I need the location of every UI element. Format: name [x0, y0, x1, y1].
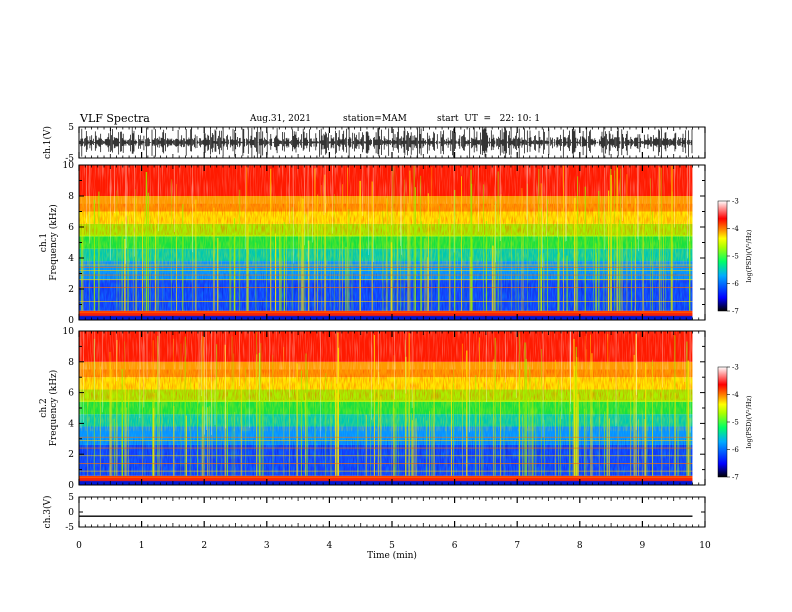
y-tick-label: 10 [63, 161, 75, 171]
y-tick-label: 0 [68, 316, 74, 326]
colorbar-label: log(PSD)(V²/Hz) [745, 395, 753, 448]
y-tick-label: 0 [68, 481, 74, 491]
noise-deep [79, 273, 693, 311]
ch1-waveform-trace [79, 127, 693, 158]
y-tick-label: 6 [68, 389, 74, 399]
x-tick-label: 2 [201, 541, 207, 551]
colorbar [717, 366, 728, 478]
y-tick-label: 0 [68, 508, 74, 518]
x-tick-label: 9 [640, 541, 646, 551]
y-tick-label: 8 [68, 358, 74, 368]
colorbar-tick-label: -7 [732, 474, 739, 482]
x-tick-label: 0 [76, 541, 82, 551]
colorbar-tick-label: -4 [732, 225, 739, 233]
colorbar-label: log(PSD)(V²/Hz) [745, 229, 753, 282]
x-tick-label: 5 [389, 541, 395, 551]
colorbar [717, 200, 728, 312]
noise-yellow [79, 400, 693, 432]
band-0 [79, 314, 693, 320]
x-tick-label: 6 [452, 541, 458, 551]
x-tick-label: 3 [264, 541, 270, 551]
y-tick-label: -5 [65, 523, 74, 533]
y-tick-label: 2 [68, 450, 74, 460]
y-tick-label: 4 [68, 254, 74, 264]
x-tick-label: 4 [327, 541, 333, 551]
speckle-high [79, 165, 693, 204]
chart-title: VLF Spectra [80, 112, 150, 125]
y-tick-label: -5 [65, 154, 74, 164]
colorbar-tick-label: -6 [732, 446, 739, 454]
colorbar-tick-label: -4 [732, 391, 739, 399]
start-time-label: start UT = 22: 10: 1 [437, 114, 541, 124]
spectrogram-1 [79, 165, 705, 320]
y-tick-label: 10 [63, 327, 75, 337]
colorbar-tick-label: -7 [732, 308, 739, 316]
y-tick-label: 8 [68, 192, 74, 202]
noise-mid [79, 369, 693, 401]
x-tick-label: 8 [577, 541, 583, 551]
y-axis-label: ch.1(V) [42, 126, 53, 159]
y-tick-label: 4 [68, 419, 74, 429]
colorbar-tick-label: -3 [732, 364, 739, 372]
x-tick-label: 10 [699, 541, 711, 551]
y-tick-label: 5 [68, 123, 74, 133]
speckle-high [79, 331, 693, 370]
noise-mid [79, 203, 693, 235]
y-tick-label: 5 [68, 493, 74, 503]
band-0 [79, 479, 693, 485]
spectrogram-2 [79, 331, 705, 485]
station-label: station=MAM [343, 114, 407, 124]
y-axis-label-channel: ch.2 [39, 398, 49, 417]
x-axis-label: Time (min) [367, 550, 417, 561]
lowfreq-strip [79, 478, 693, 482]
y-tick-label: 6 [68, 223, 74, 233]
y-axis-label-frequency: Frequency (kHz) [48, 370, 59, 447]
no-data-area [692, 331, 705, 485]
noise-yellow [79, 234, 693, 266]
y-axis-label: ch.3(V) [42, 496, 53, 529]
no-data-area [692, 165, 705, 320]
y-axis-label-frequency: Frequency (kHz) [48, 204, 59, 281]
date-label: Aug.31, 2021 [250, 114, 311, 124]
lowfreq-strip [79, 313, 693, 317]
noise-deep [79, 438, 693, 476]
x-tick-label: 1 [139, 541, 145, 551]
colorbar-tick-label: -6 [732, 280, 739, 288]
colorbar-tick-label: -3 [732, 198, 739, 206]
colorbar-tick-label: -5 [732, 419, 739, 427]
y-axis-label-channel: ch.1 [39, 233, 49, 252]
colorbar-tick-label: -5 [732, 253, 739, 261]
y-tick-label: 2 [68, 285, 74, 295]
x-tick-label: 7 [514, 541, 520, 551]
